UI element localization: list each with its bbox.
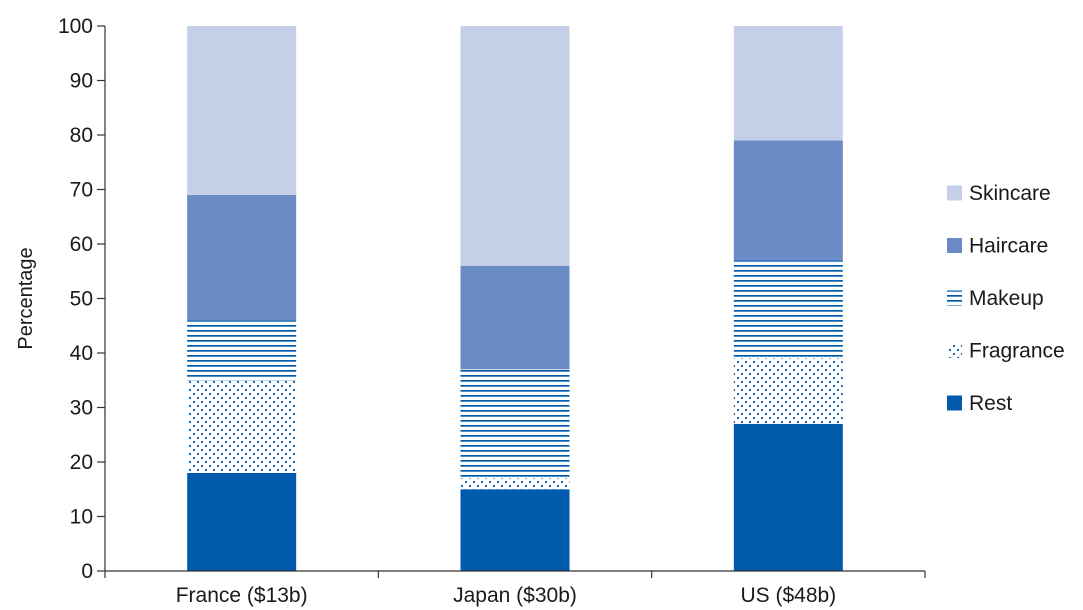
legend-swatch-fragrance (947, 343, 962, 358)
legend-swatch-rest (947, 395, 962, 411)
legend-label-skincare: Skincare (969, 182, 1051, 205)
bar-segment-fragrance-0 (187, 380, 297, 473)
bar-segment-rest-0 (187, 472, 297, 571)
y-tick-label-100: 100 (58, 15, 93, 38)
bar-segment-makeup-2 (733, 260, 843, 359)
y-tick-label-80: 80 (70, 124, 93, 147)
y-tick-label-0: 0 (81, 560, 93, 583)
bar-segment-haircare-2 (733, 140, 843, 261)
bar-segment-fragrance-1 (460, 478, 570, 490)
bar-segment-makeup-1 (460, 369, 570, 479)
legend-label-makeup: Makeup (969, 287, 1044, 310)
bar-segment-haircare-0 (187, 194, 297, 321)
legend-swatch-makeup (947, 290, 962, 306)
y-tick-label-60: 60 (70, 233, 93, 256)
y-tick-label-20: 20 (70, 451, 93, 474)
bar-segment-skincare-2 (733, 26, 843, 141)
legend-label-haircare: Haircare (969, 235, 1048, 258)
y-tick-label-30: 30 (70, 397, 93, 420)
bar-segment-rest-1 (460, 489, 570, 571)
x-tick-label-1: Japan ($30b) (453, 584, 577, 607)
bar-segment-rest-2 (733, 423, 843, 571)
legend-swatch-skincare (947, 185, 962, 201)
bars-group (187, 26, 843, 571)
y-axis-title: Percentage (15, 247, 37, 349)
bar-segment-fragrance-2 (733, 358, 843, 424)
y-tick-label-70: 70 (70, 179, 93, 202)
bar-segment-skincare-0 (187, 26, 297, 195)
legend-label-rest: Rest (969, 392, 1012, 415)
x-tick-label-2: US ($48b) (740, 584, 836, 607)
bar-segment-skincare-1 (460, 26, 570, 266)
y-tick-label-10: 10 (70, 506, 93, 529)
y-tick-label-50: 50 (70, 288, 93, 311)
axes-group: 0 10 20 30 40 50 60 70 80 90 100 France ($13b) Japan… (15, 15, 926, 607)
legend-label-fragrance: Fragrance (969, 340, 1065, 363)
bar-segment-makeup-0 (187, 320, 297, 381)
legend: Skincare Haircare Makeup Fragrance Rest (947, 182, 1065, 415)
bar-segment-haircare-1 (460, 265, 570, 370)
y-tick-label-40: 40 (70, 342, 93, 365)
legend-swatch-haircare (947, 238, 962, 253)
x-tick-label-0: France ($13b) (176, 584, 308, 607)
y-tick-label-90: 90 (70, 70, 93, 93)
